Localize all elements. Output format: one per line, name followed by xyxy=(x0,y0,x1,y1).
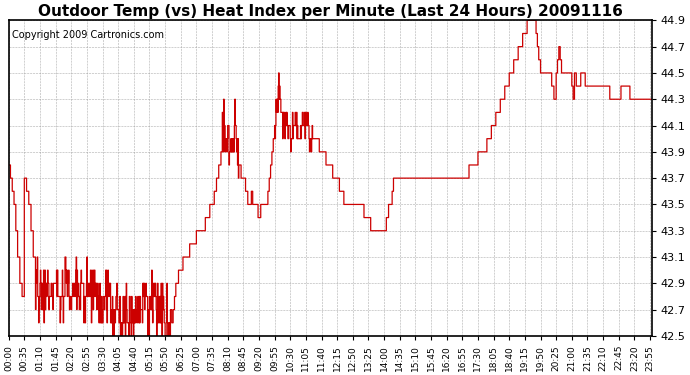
Title: Outdoor Temp (vs) Heat Index per Minute (Last 24 Hours) 20091116: Outdoor Temp (vs) Heat Index per Minute … xyxy=(38,4,622,19)
Text: Copyright 2009 Cartronics.com: Copyright 2009 Cartronics.com xyxy=(12,30,164,40)
